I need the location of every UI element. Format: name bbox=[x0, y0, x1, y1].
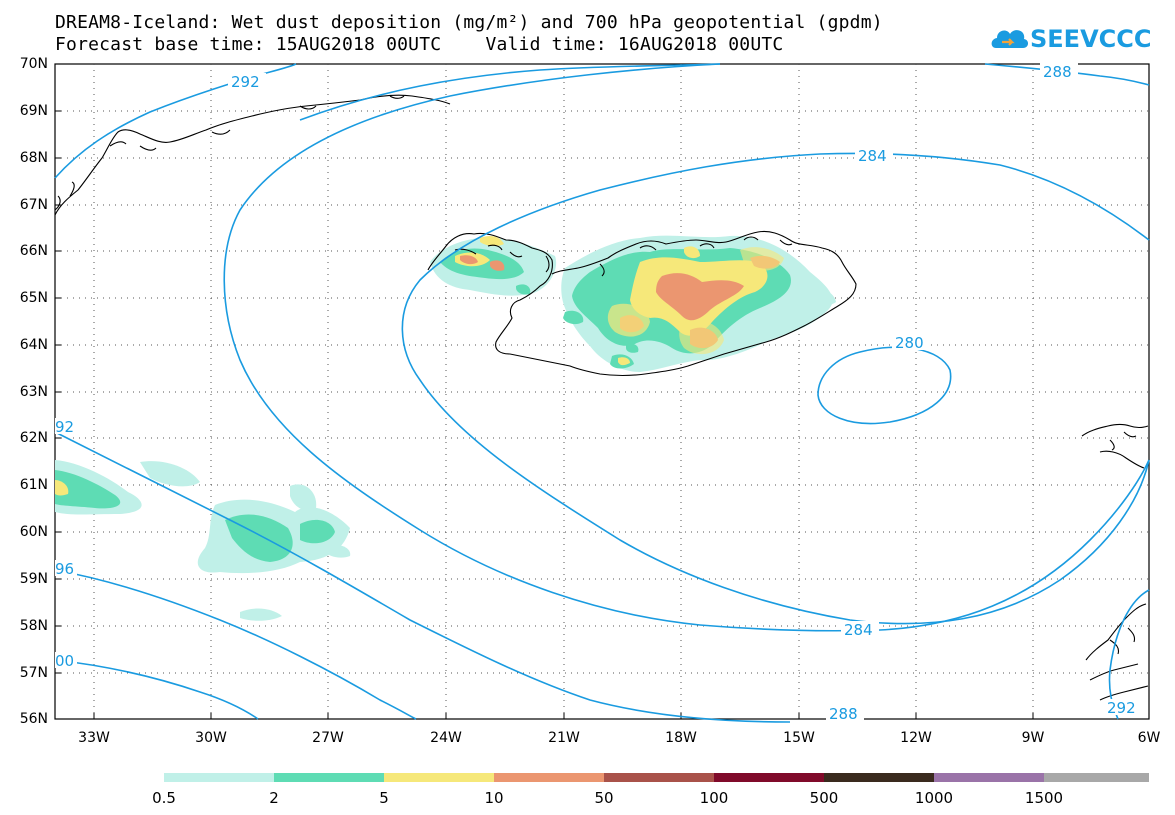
contour-label: 288 bbox=[1043, 63, 1072, 81]
lon-label: 18W bbox=[665, 730, 697, 746]
colorbar-swatch bbox=[824, 773, 934, 782]
logo-text: SEEVCCC bbox=[1030, 25, 1152, 53]
lon-label: 9W bbox=[1021, 730, 1045, 746]
colorbar-label: 10 bbox=[484, 789, 504, 807]
lat-label: 58N bbox=[19, 618, 48, 634]
contour-labels: 292 288 284 280 92 96 00 284 288 292 bbox=[55, 63, 1142, 723]
lat-label: 59N bbox=[19, 571, 48, 587]
seevccc-logo: SEEVCCC bbox=[990, 22, 1160, 56]
colorbar-swatch bbox=[164, 773, 274, 782]
lon-label: 30W bbox=[195, 730, 227, 746]
cloud-icon bbox=[991, 30, 1029, 48]
lon-label: 6W bbox=[1137, 730, 1161, 746]
colorbar-swatch bbox=[274, 773, 384, 782]
contour-label: 292 bbox=[1107, 699, 1136, 717]
axis-ticks bbox=[55, 110, 1034, 719]
colorbar-swatch bbox=[384, 773, 494, 782]
lon-label: 12W bbox=[900, 730, 932, 746]
colorbar-swatch bbox=[1044, 773, 1149, 782]
colorbar-label: 5 bbox=[379, 789, 389, 807]
colorbar-label: 50 bbox=[594, 789, 614, 807]
lat-label: 67N bbox=[19, 197, 48, 213]
chart-title: DREAM8-Iceland: Wet dust deposition (mg/… bbox=[55, 12, 883, 33]
lat-label: 70N bbox=[19, 56, 48, 72]
contour-label: 288 bbox=[829, 705, 858, 723]
lon-label: 24W bbox=[430, 730, 462, 746]
colorbar-swatch bbox=[714, 773, 824, 782]
colorbar-label: 500 bbox=[809, 789, 839, 807]
colorbar-label: 1500 bbox=[1024, 789, 1064, 807]
contour-label: 284 bbox=[858, 147, 887, 165]
lat-label: 62N bbox=[19, 430, 48, 446]
lat-label: 66N bbox=[19, 243, 48, 259]
colorbar-label: 100 bbox=[699, 789, 729, 807]
lat-label: 56N bbox=[19, 711, 48, 727]
lon-label: 21W bbox=[548, 730, 580, 746]
chart-subtitle: Forecast base time: 15AUG2018 00UTC Vali… bbox=[55, 34, 784, 55]
lat-label: 61N bbox=[19, 477, 48, 493]
dust-patches-iceland bbox=[430, 235, 836, 372]
colorbar-swatch bbox=[934, 773, 1044, 782]
contour-label: 292 bbox=[231, 73, 260, 91]
lon-label: 27W bbox=[312, 730, 344, 746]
lon-label: 15W bbox=[783, 730, 815, 746]
lat-label: 64N bbox=[19, 337, 48, 353]
lat-label: 65N bbox=[19, 290, 48, 306]
contour-label: 00 bbox=[55, 652, 74, 670]
colorbar-label: 0.5 bbox=[152, 789, 176, 807]
contour-label: 92 bbox=[55, 418, 74, 436]
lat-label: 68N bbox=[19, 150, 48, 166]
lon-label: 33W bbox=[78, 730, 110, 746]
coastlines bbox=[54, 94, 1149, 711]
lat-label: 69N bbox=[19, 103, 48, 119]
contour-label: 96 bbox=[55, 560, 74, 578]
dust-patches-southwest bbox=[55, 460, 351, 621]
contour-label: 280 bbox=[895, 334, 924, 352]
lat-label: 60N bbox=[19, 524, 48, 540]
colorbar-label: 2 bbox=[269, 789, 279, 807]
lat-label: 63N bbox=[19, 384, 48, 400]
lat-label: 57N bbox=[19, 665, 48, 681]
colorbar-swatch bbox=[494, 773, 604, 782]
colorbar-swatch bbox=[604, 773, 714, 782]
contour-label: 284 bbox=[844, 621, 873, 639]
colorbar-label: 1000 bbox=[914, 789, 954, 807]
